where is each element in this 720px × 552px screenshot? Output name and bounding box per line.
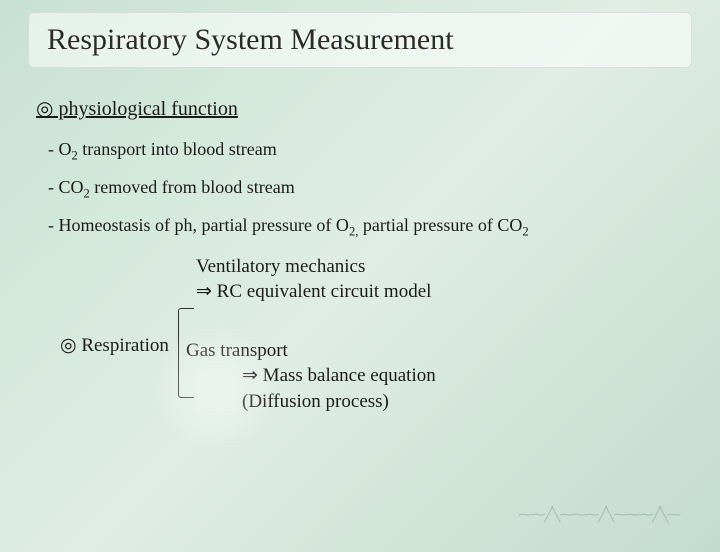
respiration-label: ◎ Respiration — [60, 334, 169, 357]
bullet-h-sub2: 2 — [522, 225, 528, 239]
gas-block: Gas transport ⇒ Mass balance equation (D… — [186, 338, 436, 415]
gas-line2: ⇒ Mass balance equation — [242, 363, 436, 389]
bullet-o2-post: transport into blood stream — [78, 139, 277, 159]
bullet-homeostasis: - Homeostasis of ph, partial pressure of… — [48, 213, 684, 241]
bullet-co2-post: removed from blood stream — [90, 177, 295, 197]
page-title: Respiratory System Measurement — [47, 23, 673, 57]
bullet-co2: - CO2 removed from blood stream — [48, 175, 684, 203]
bullet-h-sub: 2, — [349, 225, 358, 239]
bullet-o2: - O2 transport into blood stream — [48, 137, 684, 165]
gas-line1: Gas transport — [186, 338, 436, 364]
section-physiological-heading: ◎ physiological function — [36, 96, 684, 121]
content-area: ◎ physiological function - O2 transport … — [0, 68, 720, 270]
bullet-o2-pre: - O — [48, 139, 72, 159]
ventilatory-block: Ventilatory mechanics ⇒ RC equivalent ci… — [196, 254, 431, 305]
bullet-co2-pre: - CO — [48, 177, 84, 197]
gas-line3: (Diffusion process) — [242, 389, 436, 415]
vent-line2: ⇒ RC equivalent circuit model — [196, 279, 431, 305]
title-bar: Respiratory System Measurement — [28, 12, 692, 68]
ecg-decoration: ⁓⁓╱╲⁓⁓⁓╱╲⁓⁓⁓╱╲⁓ — [518, 507, 680, 524]
bullet-h-post: partial pressure of CO — [358, 215, 522, 235]
bullet-h-pre: - Homeostasis of ph, partial pressure of… — [48, 215, 349, 235]
vent-line1: Ventilatory mechanics — [196, 254, 431, 280]
